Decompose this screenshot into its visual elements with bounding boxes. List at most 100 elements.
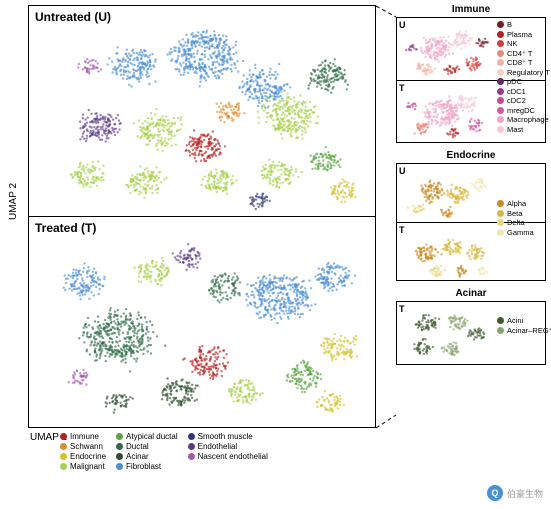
legend-label: cDC2 <box>507 96 526 105</box>
legend-item: Malignant <box>60 462 106 471</box>
title-endocrine: Endocrine <box>397 150 545 161</box>
group-immune: Immune U T BPlasmaNKCD4⁺ TCD8⁺ TRegulato… <box>396 17 546 143</box>
swatch-icon <box>497 21 504 28</box>
legend-item: Alpha <box>497 199 534 208</box>
legend-item: Macrophage <box>497 115 550 124</box>
legend-label: pDC <box>507 77 522 86</box>
legend-label: Endocrine <box>70 452 106 461</box>
swatch-icon <box>497 327 504 334</box>
swatch-icon <box>497 31 504 38</box>
legend-item: Atypical ductal <box>116 432 178 441</box>
swatch-icon <box>188 443 195 450</box>
legend-label: Delta <box>507 218 525 227</box>
legend-label: Regulatory T <box>507 68 550 77</box>
legend-item: B <box>497 20 550 29</box>
umap-acinar-t <box>397 302 493 364</box>
title-untreated: Untreated (U) <box>35 10 111 24</box>
swatch-icon <box>188 433 195 440</box>
legend-main: ImmuneSchwannEndocrineMalignant Atypical … <box>60 432 268 471</box>
swatch-icon <box>497 219 504 226</box>
legend-label: Beta <box>507 209 522 218</box>
corner-u: U <box>399 166 406 176</box>
legend-label: Smooth muscle <box>198 432 253 441</box>
swatch-icon <box>497 59 504 66</box>
swatch-icon <box>497 126 504 133</box>
legend-acinar: AciniAcinar–REG⁺ <box>497 316 551 335</box>
legend-label: CD4⁺ T <box>507 49 533 58</box>
swatch-icon <box>497 317 504 324</box>
swatch-icon <box>497 116 504 123</box>
legend-item: Acinar <box>116 452 178 461</box>
corner-t: T <box>399 225 405 235</box>
panel-untreated: Untreated (U) <box>28 5 376 217</box>
legend-item: Regulatory T <box>497 68 550 77</box>
swatch-icon <box>116 463 123 470</box>
legend-item: mregDC <box>497 106 550 115</box>
legend-item: pDC <box>497 77 550 86</box>
legend-item: Mast <box>497 125 550 134</box>
watermark: Q 伯豪生物 <box>487 485 543 501</box>
umap-treated <box>29 217 375 427</box>
swatch-icon <box>60 453 67 460</box>
swatch-icon <box>497 50 504 57</box>
legend-label: Acinar <box>126 452 149 461</box>
group-acinar: Acinar T AciniAcinar–REG⁺ <box>396 301 546 365</box>
legend-label: B <box>507 20 512 29</box>
legend-item: Ductal <box>116 442 178 451</box>
swatch-icon <box>60 443 67 450</box>
legend-item: Acinar–REG⁺ <box>497 326 551 335</box>
swatch-icon <box>497 107 504 114</box>
legend-label: Schwann <box>70 442 103 451</box>
corner-t: T <box>399 304 405 314</box>
title-immune: Immune <box>397 4 545 15</box>
swatch-icon <box>497 200 504 207</box>
legend-item: Gamma <box>497 228 534 237</box>
axis-y-label: UMAP 2 <box>8 183 19 220</box>
legend-label: Gamma <box>507 228 534 237</box>
title-acinar: Acinar <box>397 288 545 299</box>
legend-label: Plasma <box>507 30 532 39</box>
umap-endocrine-u <box>397 164 493 222</box>
legend-item: Plasma <box>497 30 550 39</box>
legend-label: Malignant <box>70 462 105 471</box>
corner-u: U <box>399 20 406 30</box>
swatch-icon <box>497 210 504 217</box>
legend-item: Nascent endothelial <box>188 452 268 461</box>
legend-item: Endocrine <box>60 452 106 461</box>
title-treated: Treated (T) <box>35 221 96 235</box>
swatch-icon <box>497 97 504 104</box>
legend-label: Acinar–REG⁺ <box>507 326 551 335</box>
legend-immune: BPlasmaNKCD4⁺ TCD8⁺ TRegulatory TpDCcDC1… <box>497 20 550 134</box>
legend-label: Mast <box>507 125 523 134</box>
side-panels: Immune U T BPlasmaNKCD4⁺ TCD8⁺ TRegulato… <box>396 5 546 373</box>
legend-label: Atypical ductal <box>126 432 178 441</box>
umap-immune-t <box>397 81 493 143</box>
swatch-icon <box>497 78 504 85</box>
legend-label: cDC1 <box>507 87 526 96</box>
legend-item: cDC2 <box>497 96 550 105</box>
legend-label: mregDC <box>507 106 535 115</box>
legend-label: Alpha <box>507 199 526 208</box>
swatch-icon <box>497 40 504 47</box>
umap-immune-u <box>397 18 493 80</box>
umap-endocrine-t <box>397 223 493 281</box>
legend-endocrine: AlphaBetaDeltaGamma <box>497 199 534 237</box>
legend-item: Endothelial <box>188 442 268 451</box>
legend-item: Beta <box>497 209 534 218</box>
legend-item: cDC1 <box>497 87 550 96</box>
legend-item: Acini <box>497 316 551 325</box>
swatch-icon <box>497 229 504 236</box>
legend-label: NK <box>507 39 517 48</box>
legend-item: CD8⁺ T <box>497 58 550 67</box>
legend-item: Fibroblast <box>116 462 178 471</box>
legend-label: Immune <box>70 432 99 441</box>
legend-label: Ductal <box>126 442 149 451</box>
legend-item: Schwann <box>60 442 106 451</box>
swatch-icon <box>116 433 123 440</box>
swatch-icon <box>497 69 504 76</box>
swatch-icon <box>116 453 123 460</box>
umap-untreated <box>29 6 375 216</box>
group-endocrine: Endocrine U T AlphaBetaDeltaGamma <box>396 163 546 281</box>
watermark-text: 伯豪生物 <box>507 487 543 500</box>
legend-label: Acini <box>507 316 523 325</box>
